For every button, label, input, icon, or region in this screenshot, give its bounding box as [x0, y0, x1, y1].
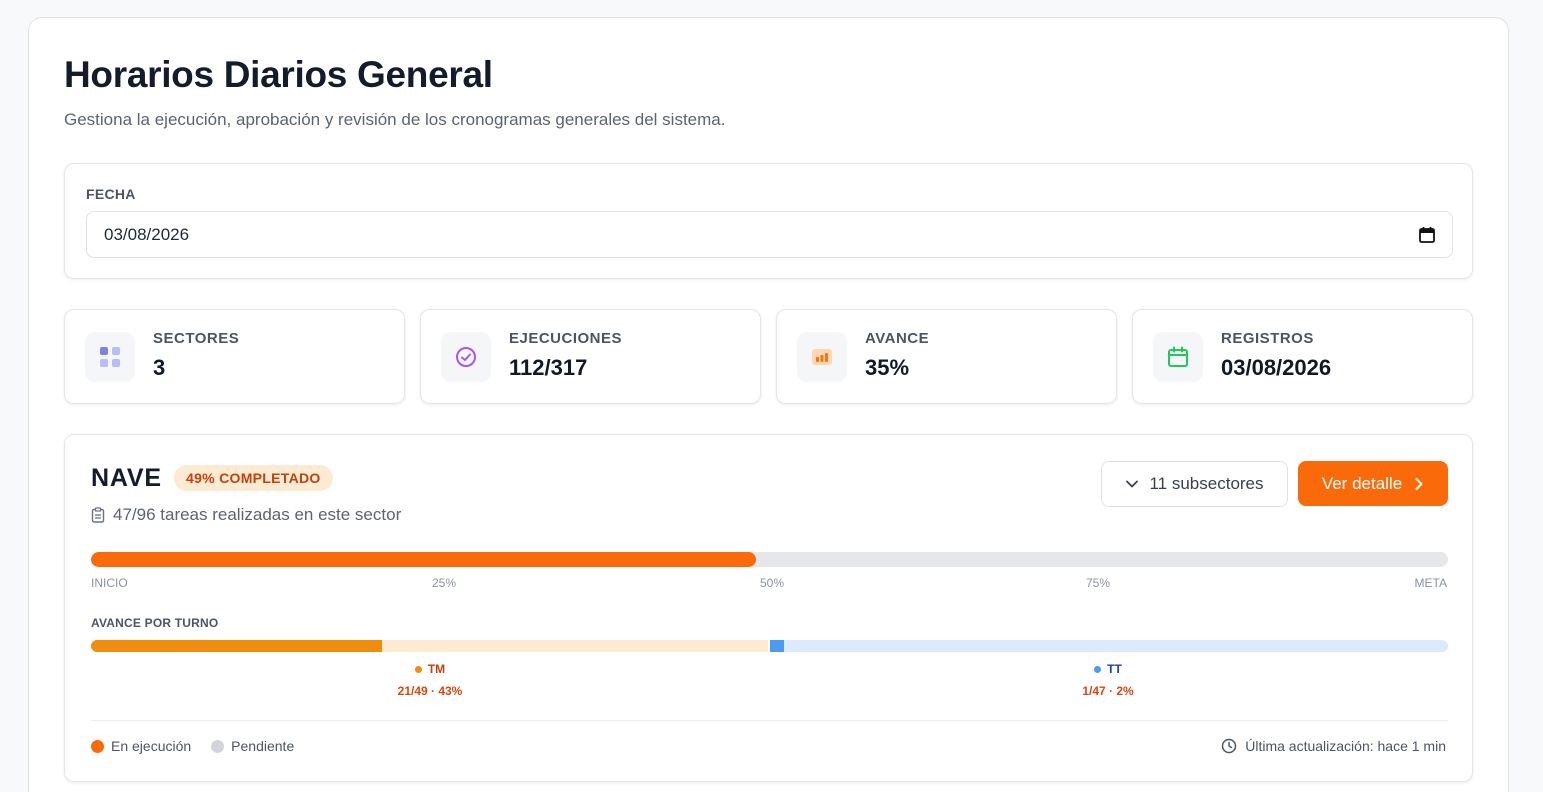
shift-dot [414, 665, 422, 673]
stat-label: REGISTROS [1221, 330, 1314, 347]
sector-tasks-text: 47/96 tareas realizadas en este sector [113, 505, 402, 524]
legend-dot [211, 739, 225, 753]
chevron-down-icon [1126, 480, 1139, 488]
stat-label: SECTORES [153, 330, 240, 347]
shift-bar-rest [783, 640, 1448, 652]
shift-tag-tt: TT 1/47 · 2% [1048, 662, 1168, 698]
page-subtitle: Gestiona la ejecución, aprobación y revi… [64, 110, 726, 129]
legend-item-pending: Pendiente [211, 738, 294, 754]
shift-dot [1094, 665, 1102, 673]
clock-icon [1221, 738, 1237, 754]
scale-label-start: INICIO [91, 576, 128, 590]
legend-item-running: En ejecución [91, 738, 191, 754]
clipboard-icon [91, 507, 105, 523]
stat-label: EJECUCIONES [509, 330, 623, 347]
stat-card-sectores: SECTORES 3 [64, 309, 405, 404]
shift-stats: 21/49 · 43% [397, 684, 463, 698]
stat-card-registros: REGISTROS 03/08/2026 [1132, 309, 1473, 404]
legend: En ejecución Pendiente [91, 738, 294, 754]
subsectors-label: 11 subsectores [1149, 474, 1264, 493]
view-detail-label: Ver detalle [1321, 473, 1403, 493]
scale-label-25: 25% [432, 576, 457, 590]
shift-stats: 1/47 · 2% [1082, 684, 1134, 698]
shift-tag-tm: TM 21/49 · 43% [370, 662, 490, 698]
subsectors-toggle-button[interactable]: 11 subsectores [1101, 461, 1288, 507]
shift-progress-title: AVANCE POR TURNO [91, 616, 219, 630]
shift-bar-tt [770, 640, 1448, 652]
sector-card: NAVE 49% COMPLETADO 47/96 tareas realiza… [64, 434, 1473, 782]
completion-badge: 49% COMPLETADO [174, 465, 333, 491]
stat-card-ejecuciones: EJECUCIONES 112/317 [420, 309, 761, 404]
date-input[interactable]: 03/08/2026 [86, 211, 1453, 258]
stat-value: 35% [865, 355, 910, 380]
sector-progress-bar [91, 552, 1448, 567]
legend-dot [91, 739, 104, 753]
sector-progress-fill [91, 552, 756, 567]
calendar-icon [1153, 332, 1203, 382]
scale-label-75: 75% [1086, 576, 1111, 590]
check-circle-icon [441, 332, 491, 382]
sector-name: NAVE [91, 464, 162, 492]
bar-chart-icon [797, 332, 847, 382]
scale-label-50: 50% [760, 576, 785, 590]
stat-value: 03/08/2026 [1221, 355, 1332, 380]
view-detail-button[interactable]: Ver detalle [1298, 461, 1448, 506]
last-updated-text: Última actualización: hace 1 min [1245, 738, 1446, 754]
divider [91, 720, 1448, 721]
shift-bar-done [770, 640, 784, 652]
shift-bar-tm [91, 640, 768, 652]
scale-label-goal: META [1414, 576, 1447, 590]
date-filter-card: FECHA 03/08/2026 [64, 163, 1473, 279]
grid-icon [85, 332, 135, 382]
date-label: FECHA [86, 186, 136, 202]
legend-label: En ejecución [111, 738, 192, 754]
stat-value: 112/317 [509, 355, 588, 380]
last-updated: Última actualización: hace 1 min [1221, 738, 1446, 754]
shift-name-text: TM [427, 662, 446, 676]
sector-tasks: 47/96 tareas realizadas en este sector [91, 505, 401, 525]
stat-card-avance: AVANCE 35% [776, 309, 1117, 404]
shift-bar-rest [382, 640, 768, 652]
legend-label: Pendiente [231, 738, 295, 754]
chevron-right-icon [1415, 477, 1423, 490]
shift-name-text: TT [1107, 662, 1122, 676]
shift-name: TM [370, 662, 490, 676]
stat-value: 3 [153, 355, 166, 380]
stat-label: AVANCE [865, 330, 930, 347]
date-value: 03/08/2026 [104, 224, 190, 244]
shift-bar-done [91, 640, 383, 652]
page-title: Horarios Diarios General [64, 54, 493, 95]
calendar-picker-icon[interactable] [1418, 226, 1436, 244]
shift-name: TT [1048, 662, 1168, 676]
